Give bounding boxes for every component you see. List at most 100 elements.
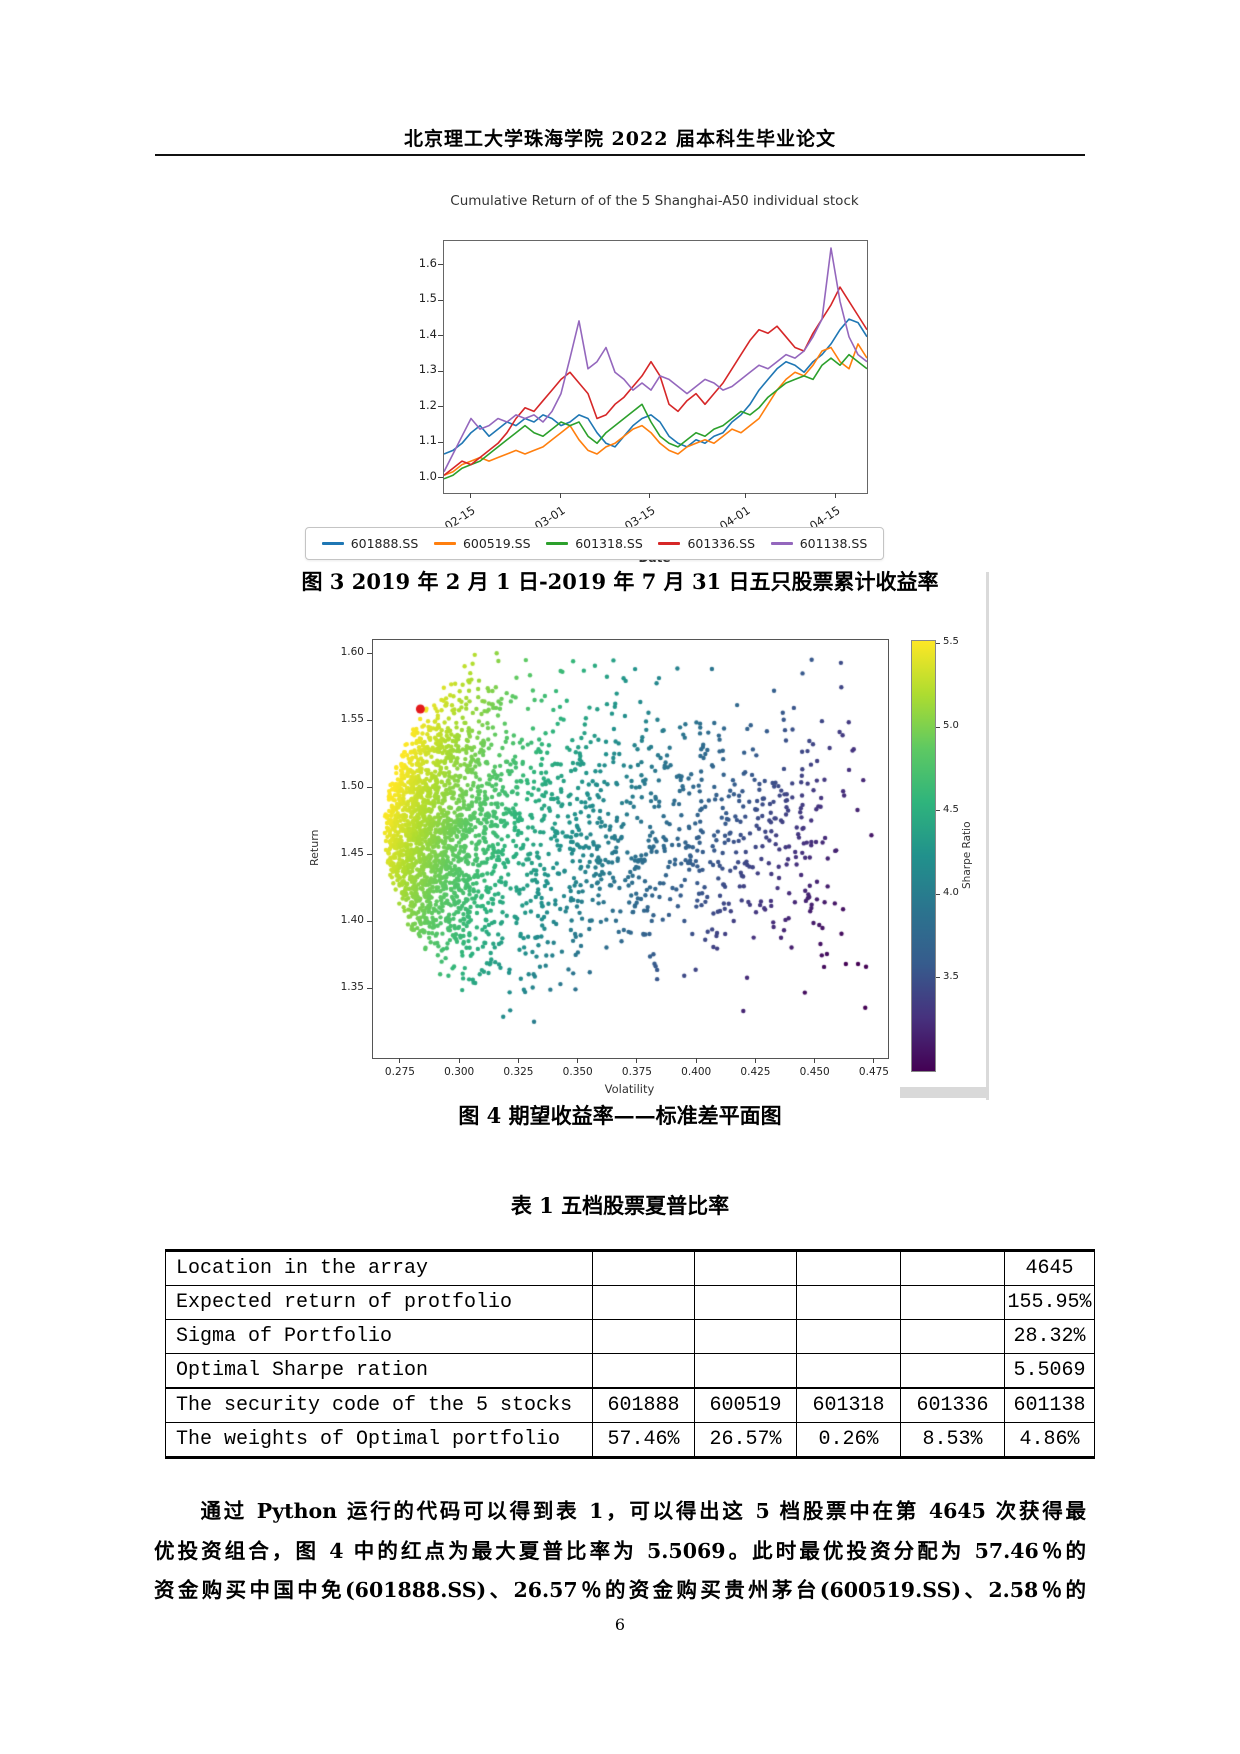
- y-tick-mark: [438, 406, 443, 408]
- y-tick-label: 1.40: [340, 913, 364, 926]
- y-tick-mark: [438, 370, 443, 372]
- x-tick-mark: [577, 1058, 579, 1063]
- figure3-line-chart: Cumulative Return of of the 5 Shanghai-A…: [300, 185, 900, 585]
- x-tick-label: 0.325: [503, 1066, 534, 1078]
- x-axis-label-volatility: Volatility: [604, 1082, 655, 1096]
- table-cell: 601318: [796, 1387, 901, 1423]
- legend-label: 601888.SS: [350, 536, 419, 551]
- table-row: Expected return of protfolio 155.95%: [165, 1285, 1095, 1320]
- table-row: Optimal Sharpe ration 5.5069: [165, 1353, 1095, 1389]
- colorbar-tick-label: 4.0: [943, 887, 959, 899]
- table-cell: 601888: [592, 1387, 695, 1423]
- colorbar-tick-label: 3.5: [943, 970, 959, 982]
- x-tick-label: 0.275: [384, 1066, 415, 1078]
- table1-title: 表 1 五档股票夏普比率: [510, 1193, 730, 1218]
- table-row-label: Expected return of protfolio: [165, 1285, 593, 1320]
- table-cell: [900, 1319, 1005, 1354]
- y-tick-label: 1.60: [340, 645, 364, 658]
- colorbar-tick-label: 5.5: [943, 636, 959, 648]
- y-tick-mark: [367, 988, 372, 990]
- table-cell: 5.5069: [1004, 1353, 1095, 1389]
- x-tick-mark: [469, 493, 471, 498]
- x-tick-mark: [834, 493, 836, 498]
- y-tick-mark: [367, 720, 372, 722]
- line-chart-title: Cumulative Return of of the 5 Shanghai-A…: [450, 193, 859, 209]
- legend-item: 601888.SS: [321, 536, 419, 551]
- y-tick-label: 1.35: [340, 980, 364, 993]
- y-tick-label: 1.6: [418, 255, 437, 270]
- y-tick-label: 1.45: [340, 846, 364, 859]
- table-cell: [796, 1249, 901, 1286]
- x-tick-label: 0.300: [444, 1066, 475, 1078]
- colorbar-tick-mark: [936, 810, 940, 812]
- table-cell: 600519: [694, 1387, 797, 1423]
- table-cell: 155.95%: [1004, 1285, 1095, 1320]
- x-tick-mark: [873, 1058, 875, 1063]
- table-cell: [796, 1319, 901, 1354]
- scatter-canvas: [373, 640, 888, 1058]
- line-plot-area: [443, 240, 868, 494]
- table-cell: 57.46%: [592, 1422, 695, 1459]
- x-tick-mark: [517, 1058, 519, 1063]
- y-tick-mark: [367, 921, 372, 923]
- table-cell: 601336: [900, 1387, 1005, 1423]
- legend-label: 601336.SS: [687, 536, 755, 551]
- line-series-601336.SS: [443, 286, 868, 476]
- y-tick-mark: [438, 335, 443, 337]
- header-rule: [155, 154, 1085, 156]
- y-tick-label: 1.50: [340, 779, 364, 792]
- table-row: Sigma of Portfolio 28.32%: [165, 1319, 1095, 1354]
- table-cell: 4645: [1004, 1249, 1095, 1286]
- x-tick-mark: [754, 1058, 756, 1063]
- table-cell: [694, 1353, 797, 1389]
- table-cell: 4.86%: [1004, 1422, 1095, 1459]
- y-tick-mark: [367, 787, 372, 789]
- x-tick-mark: [399, 1058, 401, 1063]
- x-tick-mark: [695, 1058, 697, 1063]
- table-cell: 26.57%: [694, 1422, 797, 1459]
- colorbar-label: Sharpe Ratio: [961, 821, 973, 889]
- table-cell: 28.32%: [1004, 1319, 1095, 1354]
- y-tick-label: 1.5: [418, 291, 437, 306]
- y-tick-label: 1.55: [340, 712, 364, 725]
- table-cell: 0.26%: [796, 1422, 901, 1459]
- table-cell: [694, 1249, 797, 1286]
- x-tick-mark: [814, 1058, 816, 1063]
- x-tick-label: 0.375: [621, 1066, 652, 1078]
- figure4-scatter-chart: Volatility Return Sharpe Ratio 1.35 1.40 1…: [280, 572, 990, 1110]
- header-title: 北京理工大学珠海学院 2022 届本科生毕业论文: [403, 128, 837, 150]
- legend-line-swatch: [770, 542, 793, 545]
- image-shadow-corner: [900, 1087, 989, 1098]
- line-series-601888.SS: [443, 318, 868, 455]
- table-cell: [900, 1353, 1005, 1389]
- paragraph-line: 通过 Python 运行的代码可以得到表 1，可以得出这 5 档股票中在第 46…: [154, 1499, 1086, 1523]
- table-cell: [694, 1319, 797, 1354]
- table-cell: [592, 1249, 695, 1286]
- table-cell: [694, 1285, 797, 1320]
- chart-legend: 601888.SS 600519.SS 601318.SS 601336.SS 6011…: [305, 527, 884, 560]
- x-tick-mark: [744, 493, 746, 498]
- legend-label: 601318.SS: [575, 536, 643, 551]
- x-tick-mark: [458, 1058, 460, 1063]
- legend-line-swatch: [433, 542, 456, 545]
- table-cell: [796, 1285, 901, 1320]
- colorbar-tick-mark: [936, 893, 940, 895]
- colorbar-tick-label: 4.5: [943, 803, 959, 815]
- table-cell: [796, 1353, 901, 1389]
- legend-label: 600519.SS: [462, 536, 531, 551]
- colorbar-tick-label: 5.0: [943, 720, 959, 731]
- line-series-601138.SS: [443, 247, 868, 473]
- x-tick-label: 0.450: [799, 1066, 830, 1078]
- body-paragraph: 通过 Python 运行的代码可以得到表 1，可以得出这 5 档股票中在第 46…: [154, 1492, 1086, 1611]
- y-tick-mark: [438, 441, 443, 443]
- colorbar-tick-mark: [936, 977, 940, 979]
- y-tick-mark: [438, 264, 443, 266]
- table-row-label: The weights of Optimal portfolio: [165, 1422, 593, 1459]
- colorbar-tick-mark: [936, 642, 940, 644]
- legend-item: 601336.SS: [658, 536, 755, 551]
- table-cell: [592, 1285, 695, 1320]
- legend-line-swatch: [321, 542, 344, 545]
- x-tick-mark: [649, 493, 651, 498]
- line-series-600519.SS: [443, 343, 868, 477]
- x-tick-label: 0.475: [858, 1066, 889, 1078]
